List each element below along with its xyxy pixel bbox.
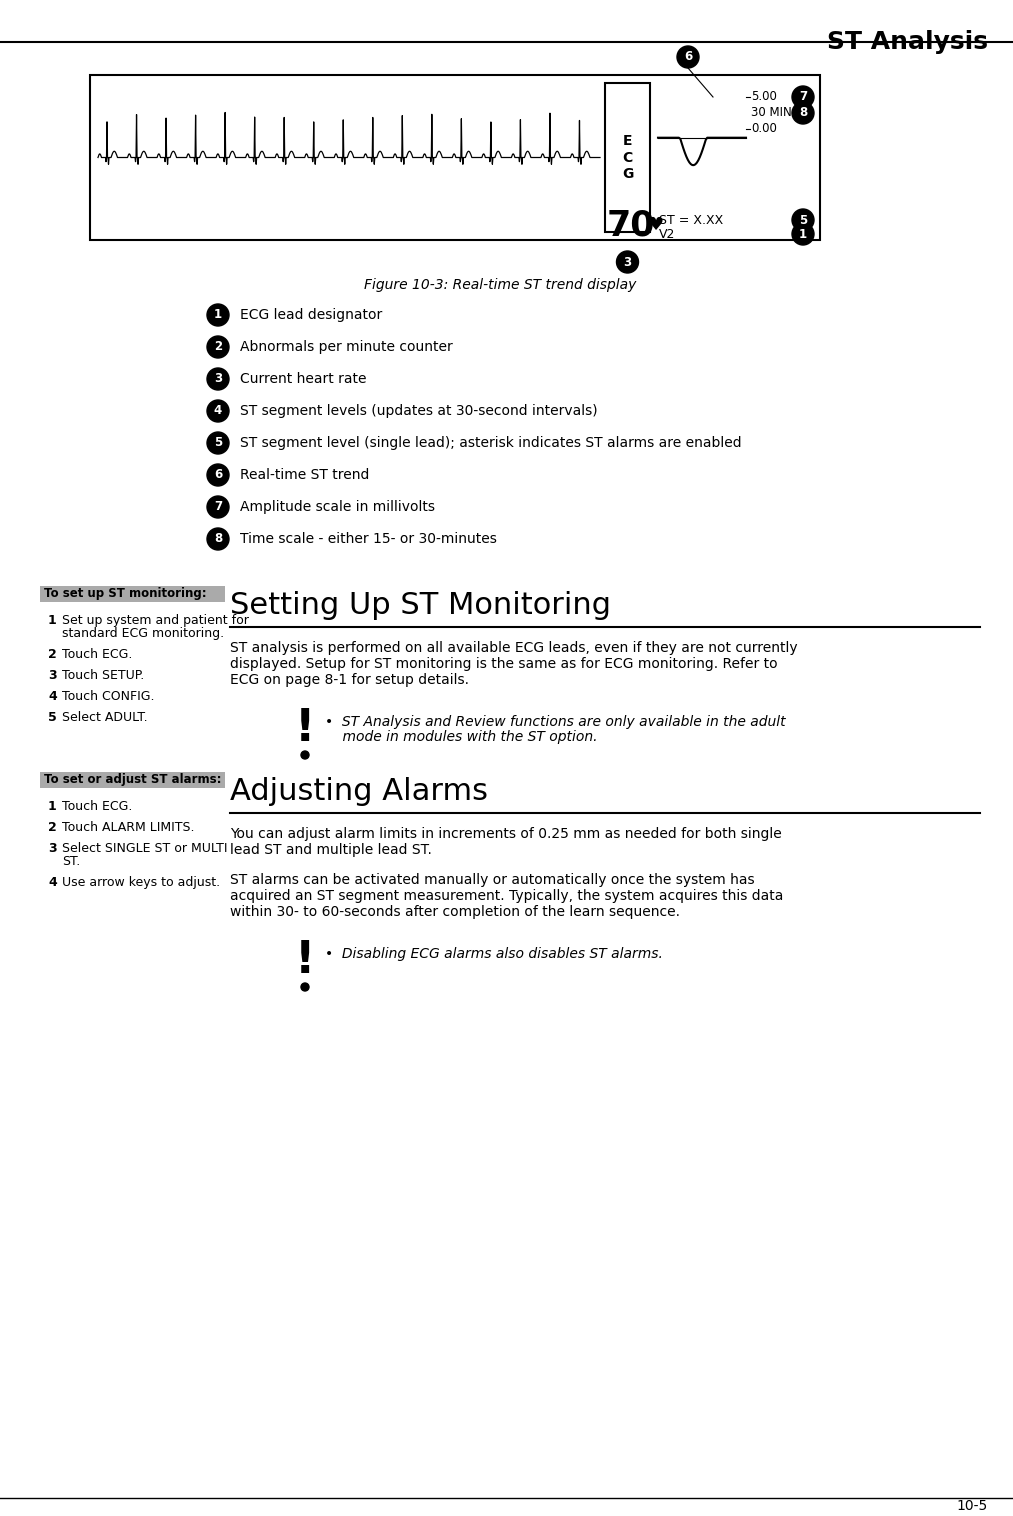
Text: Touch CONFIG.: Touch CONFIG. — [62, 690, 155, 703]
Text: To set or adjust ST alarms:: To set or adjust ST alarms: — [44, 773, 222, 787]
Text: 1: 1 — [48, 800, 57, 813]
Text: ST analysis is performed on all available ECG leads, even if they are not curren: ST analysis is performed on all availabl… — [230, 641, 797, 655]
Text: Figure 10-3: Real-time ST trend display: Figure 10-3: Real-time ST trend display — [364, 277, 636, 293]
Text: ST alarms can be activated manually or automatically once the system has: ST alarms can be activated manually or a… — [230, 873, 755, 887]
Text: 3: 3 — [48, 841, 57, 855]
Text: 6: 6 — [214, 468, 222, 482]
Circle shape — [792, 209, 814, 230]
Text: 5: 5 — [48, 711, 57, 725]
Text: 5: 5 — [214, 437, 222, 450]
Text: lead ST and multiple lead ST.: lead ST and multiple lead ST. — [230, 843, 432, 857]
Text: 70: 70 — [607, 208, 655, 243]
Text: Select ADULT.: Select ADULT. — [62, 711, 148, 725]
Text: 30 MIN: 30 MIN — [751, 106, 792, 120]
Text: 1: 1 — [48, 614, 57, 628]
FancyBboxPatch shape — [90, 74, 820, 240]
Text: Touch ALARM LIMITS.: Touch ALARM LIMITS. — [62, 822, 194, 834]
Text: within 30- to 60-seconds after completion of the learn sequence.: within 30- to 60-seconds after completio… — [230, 905, 680, 919]
FancyBboxPatch shape — [40, 772, 225, 788]
Text: 4: 4 — [48, 690, 57, 703]
Text: ST = X.XX: ST = X.XX — [659, 214, 723, 226]
Circle shape — [792, 102, 814, 124]
Text: 1: 1 — [214, 308, 222, 321]
Text: Setting Up ST Monitoring: Setting Up ST Monitoring — [230, 591, 611, 620]
Circle shape — [207, 368, 229, 390]
Text: Abnormals per minute counter: Abnormals per minute counter — [240, 340, 453, 355]
Text: 6: 6 — [684, 50, 692, 64]
FancyBboxPatch shape — [40, 587, 225, 602]
Text: Set up system and patient for: Set up system and patient for — [62, 614, 249, 628]
Text: To set up ST monitoring:: To set up ST monitoring: — [44, 588, 207, 600]
Circle shape — [792, 86, 814, 108]
Text: ECG on page 8-1 for setup details.: ECG on page 8-1 for setup details. — [230, 673, 469, 687]
Text: 2: 2 — [48, 822, 57, 834]
Text: ST Analysis: ST Analysis — [827, 30, 988, 55]
Text: 3: 3 — [623, 256, 631, 268]
Circle shape — [792, 223, 814, 246]
Text: •  ST Analysis and Review functions are only available in the adult: • ST Analysis and Review functions are o… — [325, 716, 786, 729]
Text: Adjusting Alarms: Adjusting Alarms — [230, 778, 488, 807]
Text: ECG lead designator: ECG lead designator — [240, 308, 382, 321]
Text: 1: 1 — [799, 227, 807, 241]
Text: 5.00: 5.00 — [751, 91, 777, 103]
Circle shape — [207, 400, 229, 421]
Text: acquired an ST segment measurement. Typically, the system acquires this data: acquired an ST segment measurement. Typi… — [230, 888, 783, 904]
Text: 3: 3 — [48, 669, 57, 682]
Text: Select SINGLE ST or MULTI: Select SINGLE ST or MULTI — [62, 841, 228, 855]
Text: 8: 8 — [799, 106, 807, 120]
Text: !: ! — [295, 706, 315, 750]
Text: Current heart rate: Current heart rate — [240, 371, 367, 387]
FancyBboxPatch shape — [605, 83, 650, 232]
Text: ♥: ♥ — [647, 215, 664, 233]
Text: ST segment level (single lead); asterisk indicates ST alarms are enabled: ST segment level (single lead); asterisk… — [240, 437, 742, 450]
Text: V2: V2 — [659, 227, 676, 241]
Text: !: ! — [295, 938, 315, 982]
Circle shape — [207, 432, 229, 453]
Text: 4: 4 — [48, 876, 57, 888]
Text: standard ECG monitoring.: standard ECG monitoring. — [62, 628, 224, 640]
Text: E
C
G: E C G — [622, 135, 633, 180]
Text: Time scale - either 15- or 30-minutes: Time scale - either 15- or 30-minutes — [240, 532, 496, 546]
Circle shape — [207, 337, 229, 358]
Circle shape — [207, 496, 229, 518]
Circle shape — [301, 750, 309, 760]
Text: Touch SETUP.: Touch SETUP. — [62, 669, 144, 682]
Circle shape — [207, 464, 229, 487]
Text: 10-5: 10-5 — [956, 1499, 988, 1513]
Text: 0.00: 0.00 — [751, 123, 777, 135]
Circle shape — [301, 982, 309, 991]
Text: mode in modules with the ST option.: mode in modules with the ST option. — [325, 731, 598, 744]
Text: Real-time ST trend: Real-time ST trend — [240, 468, 370, 482]
Text: 3: 3 — [214, 373, 222, 385]
Text: 7: 7 — [214, 500, 222, 514]
Text: 7: 7 — [799, 91, 807, 103]
Text: •  Disabling ECG alarms also disables ST alarms.: • Disabling ECG alarms also disables ST … — [325, 948, 663, 961]
Circle shape — [207, 528, 229, 550]
Text: Touch ECG.: Touch ECG. — [62, 647, 133, 661]
Text: 4: 4 — [214, 405, 222, 417]
Text: 2: 2 — [214, 341, 222, 353]
Text: 8: 8 — [214, 532, 222, 546]
Circle shape — [677, 45, 699, 68]
Text: 5: 5 — [799, 214, 807, 226]
Text: Touch ECG.: Touch ECG. — [62, 800, 133, 813]
Text: displayed. Setup for ST monitoring is the same as for ECG monitoring. Refer to: displayed. Setup for ST monitoring is th… — [230, 656, 778, 672]
Text: 2: 2 — [48, 647, 57, 661]
Text: ST.: ST. — [62, 855, 80, 869]
Text: ST segment levels (updates at 30-second intervals): ST segment levels (updates at 30-second … — [240, 403, 598, 418]
Text: Amplitude scale in millivolts: Amplitude scale in millivolts — [240, 500, 435, 514]
Circle shape — [617, 252, 638, 273]
Text: You can adjust alarm limits in increments of 0.25 mm as needed for both single: You can adjust alarm limits in increment… — [230, 828, 782, 841]
Circle shape — [207, 305, 229, 326]
Text: Use arrow keys to adjust.: Use arrow keys to adjust. — [62, 876, 220, 888]
